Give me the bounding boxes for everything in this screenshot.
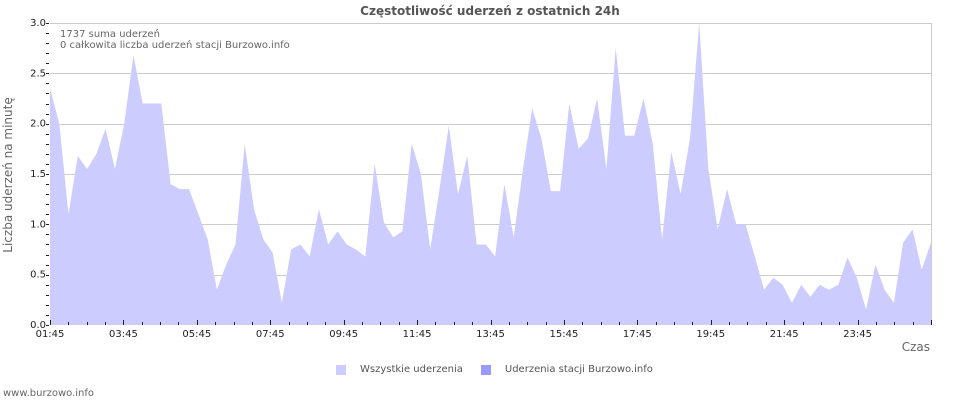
all-strikes-area [50, 23, 931, 325]
y-axis-label: Liczba uderzeń na minutę [1, 97, 15, 253]
x-tick-label: 03:45 [109, 329, 138, 340]
total-strikes-text: 1737 suma uderzeń [60, 29, 160, 40]
legend-swatch-all-icon [336, 364, 346, 375]
y-tick-label: 1.5 [30, 169, 46, 180]
x-tick-label: 13:45 [476, 329, 505, 340]
footer-site-link[interactable]: www.burzowo.info [3, 388, 95, 399]
legend-swatch-station-icon [480, 364, 491, 375]
legend-label-station: Uderzenia stacji Burzowo.info [504, 364, 653, 375]
x-tick-label: 05:45 [182, 329, 211, 340]
x-tick-label: 21:45 [770, 329, 799, 340]
x-axis-label: Czas [901, 340, 930, 354]
x-tick-label: 15:45 [550, 329, 579, 340]
x-tick-label: 23:45 [843, 329, 872, 340]
y-tick-label: 0.0 [30, 320, 46, 331]
legend-label-all: Wszystkie uderzenia [360, 364, 463, 375]
chart-title: Częstotliwość uderzeń z ostatnich 24h [360, 4, 620, 18]
y-tick-label: 3.0 [30, 18, 46, 29]
legend: Wszystkie uderzenia Uderzenia stacji Bur… [336, 364, 671, 375]
y-tick-label: 2.0 [30, 119, 46, 130]
x-tick-label: 11:45 [403, 329, 432, 340]
x-tick-label: 19:45 [696, 329, 725, 340]
legend-item-all: Wszystkie uderzenia [336, 364, 463, 375]
station-strikes-text: 0 całkowita liczba uderzeń stacji Burzow… [60, 40, 290, 51]
y-tick-label: 2.5 [30, 68, 46, 79]
legend-item-station: Uderzenia stacji Burzowo.info [480, 364, 653, 375]
chart-info: 1737 suma uderzeń 0 całkowita liczba ude… [60, 29, 290, 51]
x-tick-label: 17:45 [623, 329, 652, 340]
x-tick-label: 09:45 [329, 329, 358, 340]
x-tick-label: 01:45 [36, 329, 65, 340]
y-tick-label: 1.0 [30, 219, 46, 230]
y-tick-label: 0.5 [30, 270, 46, 281]
x-tick-label: 07:45 [256, 329, 285, 340]
